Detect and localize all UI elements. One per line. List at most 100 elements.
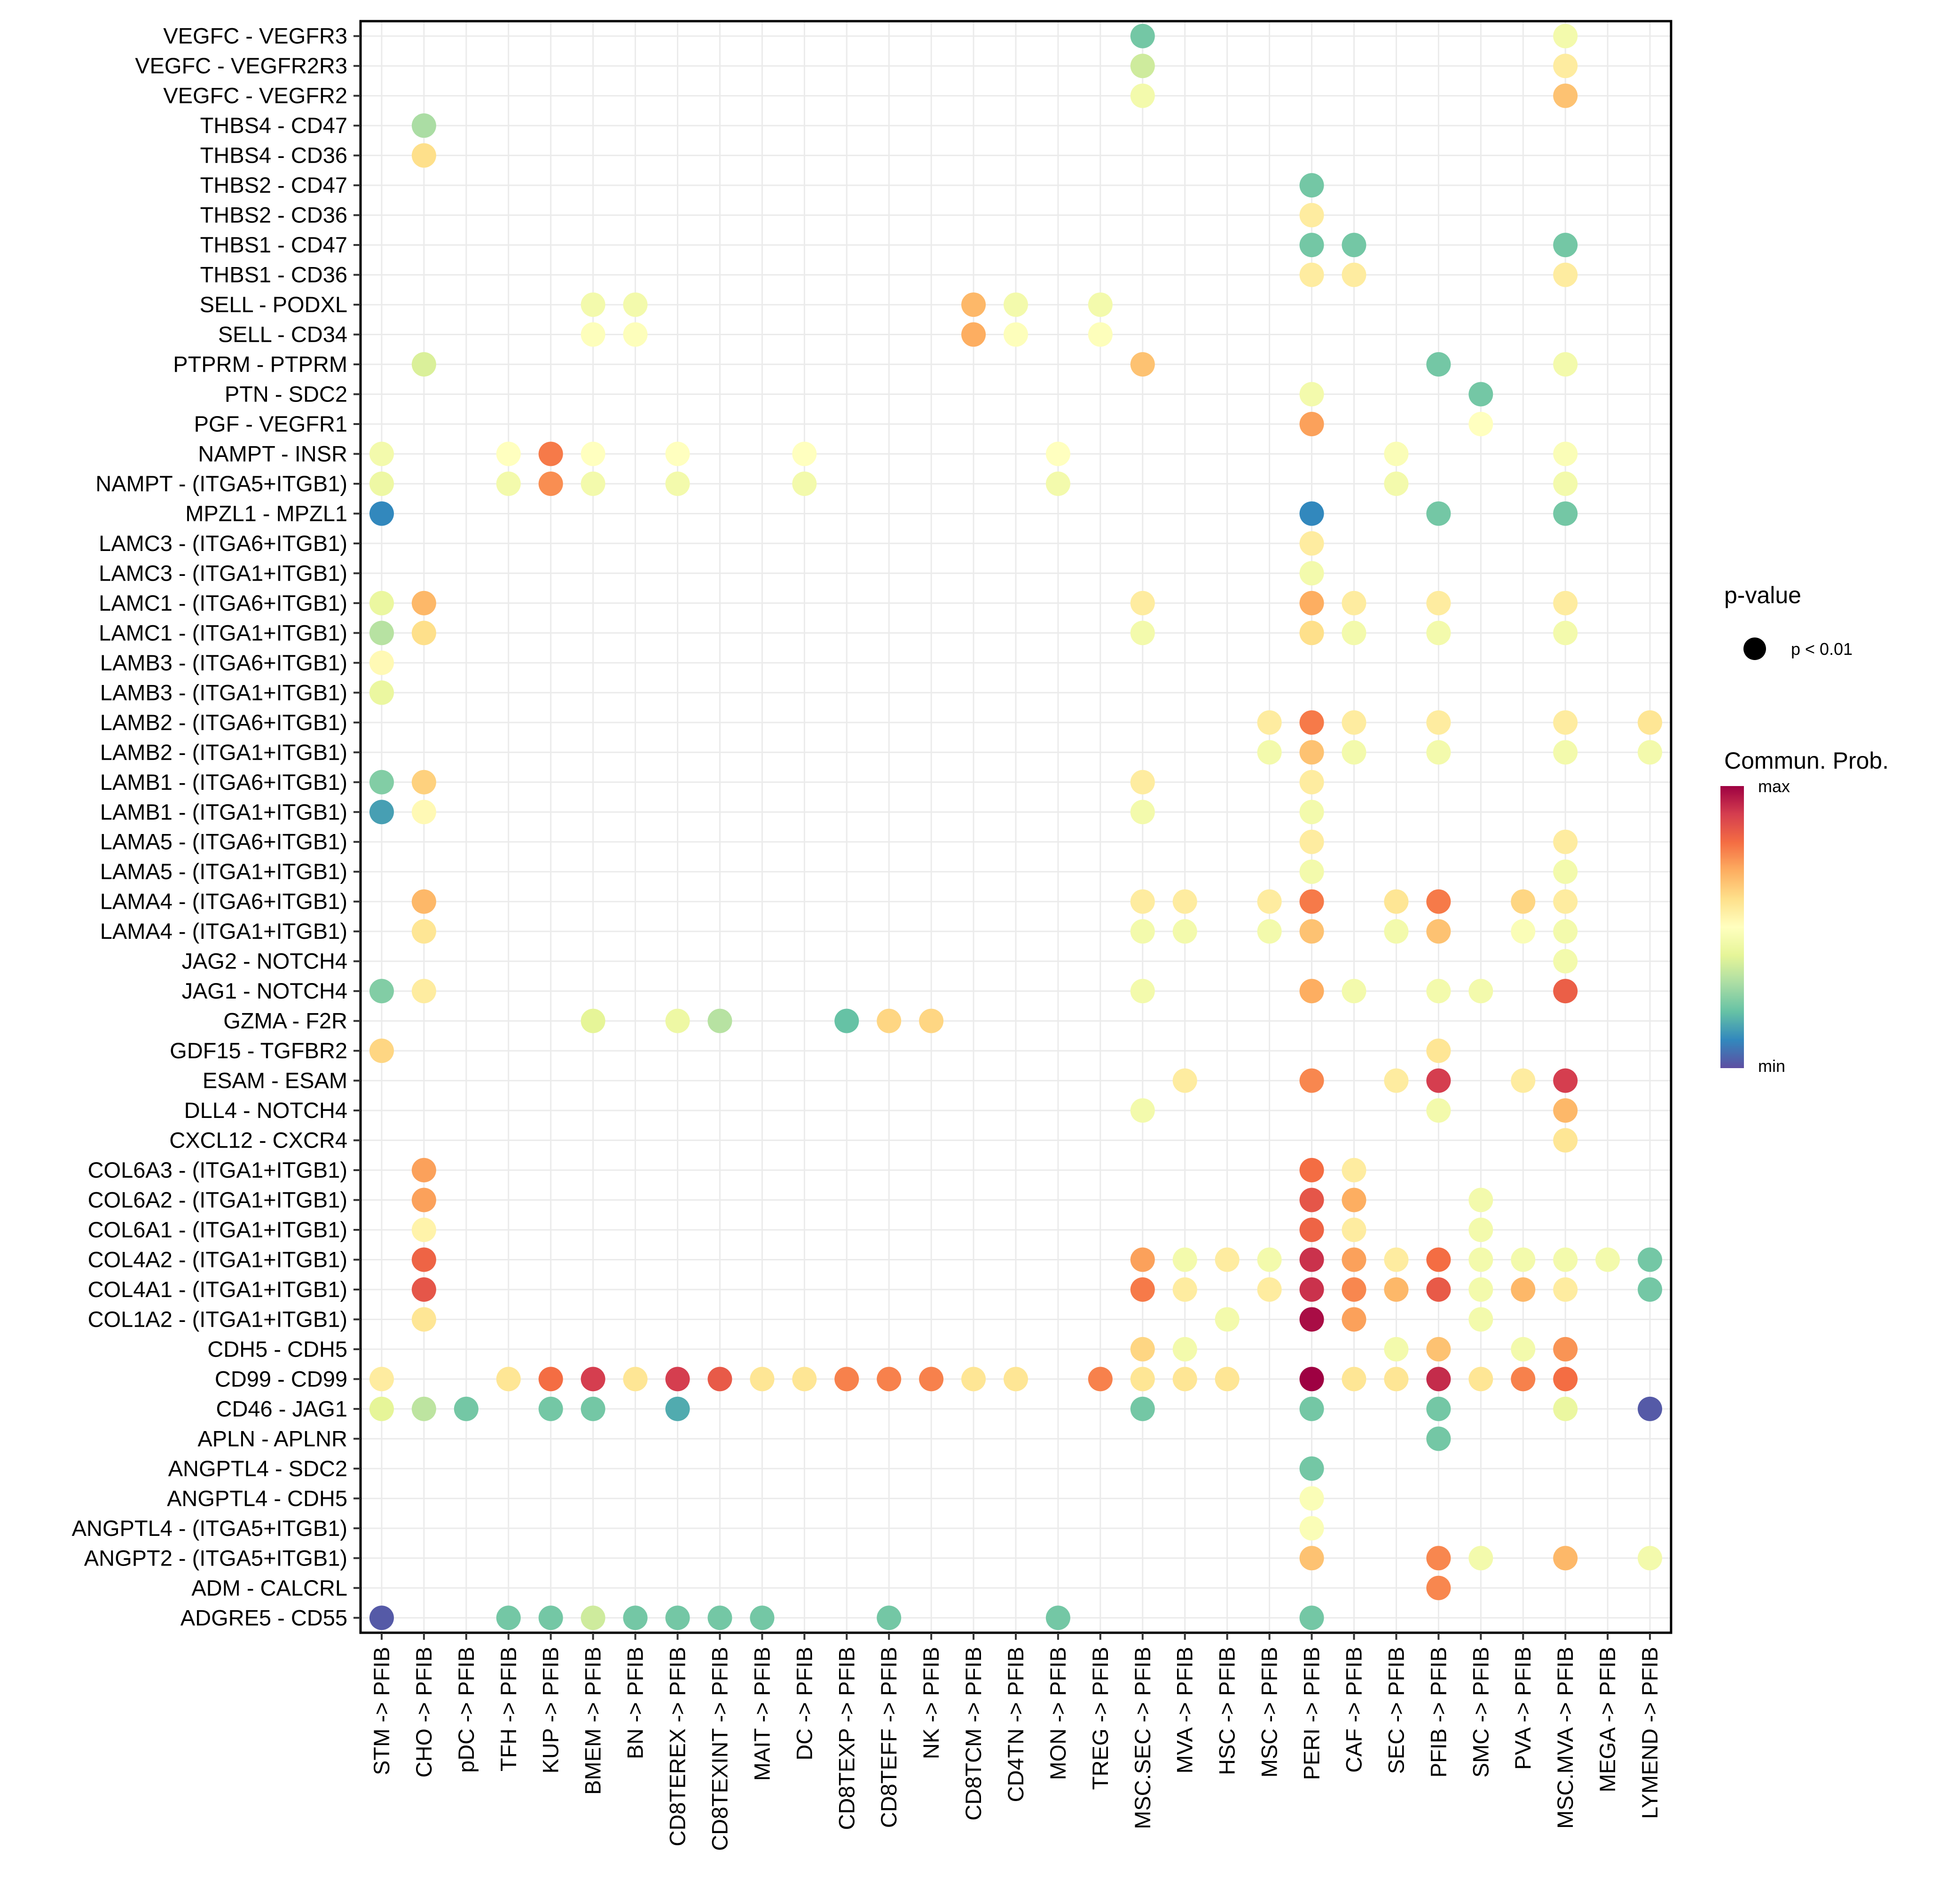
data-point: [1384, 1068, 1409, 1093]
data-point: [1384, 919, 1409, 944]
x-axis: STM -> PFIB CHO -> PFIB pDC -> PFIB TFH -> …: [369, 1633, 1662, 1851]
data-point: [1638, 1247, 1663, 1272]
grid-lines: [361, 21, 1671, 1633]
y-tick-label: LAMA5 - (ITGA1+ITGB1): [100, 859, 347, 884]
x-tick-label: STM -> PFIB: [369, 1647, 394, 1775]
y-tick-label: THBS2 - CD47: [200, 173, 347, 197]
data-point: [411, 1158, 436, 1183]
data-point: [1299, 1605, 1324, 1630]
y-tick-label: LAMB3 - (ITGA1+ITGB1): [100, 680, 347, 705]
data-point: [1426, 1098, 1451, 1123]
y-tick-label: THBS1 - CD36: [200, 262, 347, 287]
data-point: [1130, 1337, 1155, 1361]
data-point: [792, 471, 817, 496]
y-tick-label: PGF - VEGFR1: [194, 411, 347, 436]
data-point: [1299, 262, 1324, 287]
data-point: [538, 1605, 563, 1630]
data-point: [623, 1367, 648, 1392]
data-point: [1004, 1367, 1028, 1392]
data-point: [1426, 501, 1451, 526]
data-point: [1553, 979, 1578, 1004]
data-point: [1384, 471, 1409, 496]
data-point: [1342, 621, 1366, 645]
data-point: [1511, 1337, 1536, 1361]
data-point: [581, 1008, 605, 1033]
data-point: [1299, 590, 1324, 615]
y-tick-label: ANGPTL4 - SDC2: [168, 1456, 347, 1481]
data-point: [411, 919, 436, 944]
data-point: [834, 1008, 859, 1033]
pvalue-legend-dot: [1743, 637, 1766, 660]
data-point: [1299, 740, 1324, 765]
data-point: [538, 471, 563, 496]
data-point: [1342, 1158, 1366, 1183]
data-point: [1511, 1367, 1536, 1392]
data-point: [369, 1396, 394, 1421]
x-tick-label: SEC -> PFIB: [1383, 1647, 1408, 1774]
data-point: [581, 292, 605, 317]
data-point: [1511, 1277, 1536, 1302]
data-point: [1553, 1367, 1578, 1392]
data-point: [1384, 441, 1409, 466]
x-tick-label: MSC -> PFIB: [1257, 1647, 1282, 1778]
data-point: [1426, 1546, 1451, 1571]
y-tick-label: CXCL12 - CXCR4: [169, 1128, 347, 1153]
data-point: [538, 1367, 563, 1392]
data-point: [1130, 83, 1155, 108]
data-point: [1511, 1247, 1536, 1272]
data-point: [1553, 83, 1578, 108]
data-point: [1257, 919, 1282, 944]
y-tick-label: LAMC1 - (ITGA1+ITGB1): [99, 620, 347, 645]
data-point: [1299, 1068, 1324, 1093]
data-point: [411, 1307, 436, 1332]
y-tick-label: CD46 - JAG1: [216, 1396, 347, 1421]
pvalue-legend-label: p < 0.01: [1791, 639, 1853, 659]
data-point: [1299, 501, 1324, 526]
y-tick-label: VEGFC - VEGFR2: [163, 83, 347, 108]
x-tick-label: MSC.SEC -> PFIB: [1130, 1647, 1155, 1829]
data-point: [369, 441, 394, 466]
data-point: [1088, 292, 1113, 317]
data-point: [1638, 1396, 1663, 1421]
y-tick-label: LAMA5 - (ITGA6+ITGB1): [100, 829, 347, 854]
data-point: [1299, 829, 1324, 854]
data-point: [1342, 262, 1366, 287]
data-point: [538, 1396, 563, 1421]
data-point: [1384, 1277, 1409, 1302]
data-point: [919, 1008, 944, 1033]
data-point: [1172, 1277, 1197, 1302]
data-point: [1553, 1068, 1578, 1093]
data-point: [1299, 233, 1324, 258]
data-point: [1553, 1128, 1578, 1153]
y-tick-label: ESAM - ESAM: [203, 1068, 347, 1093]
data-point: [1468, 1367, 1493, 1392]
data-point: [1553, 54, 1578, 79]
data-point: [961, 292, 986, 317]
data-point: [1130, 24, 1155, 48]
data-point: [1130, 1367, 1155, 1392]
pvalue-legend-title: p-value: [1724, 582, 1801, 608]
data-point: [411, 770, 436, 795]
data-point: [1553, 949, 1578, 974]
y-tick-label: VEGFC - VEGFR2R3: [135, 53, 347, 78]
x-tick-label: TFH -> PFIB: [496, 1647, 521, 1771]
color-legend-bar: [1720, 786, 1744, 1068]
data-point: [411, 1277, 436, 1302]
data-point: [411, 1188, 436, 1212]
data-point: [1299, 1456, 1324, 1481]
data-point: [1299, 770, 1324, 795]
data-point: [369, 800, 394, 825]
data-point: [1299, 203, 1324, 228]
x-tick-label: CD8TCM -> PFIB: [961, 1647, 986, 1821]
data-point: [1130, 770, 1155, 795]
data-point: [369, 471, 394, 496]
data-point: [961, 322, 986, 347]
data-point: [1172, 1247, 1197, 1272]
y-tick-label: ADM - CALCRL: [191, 1575, 347, 1600]
data-point: [1468, 1218, 1493, 1242]
data-point: [1553, 1546, 1578, 1571]
data-point: [411, 889, 436, 914]
data-point: [581, 441, 605, 466]
data-point: [1468, 1188, 1493, 1212]
data-point: [369, 1367, 394, 1392]
